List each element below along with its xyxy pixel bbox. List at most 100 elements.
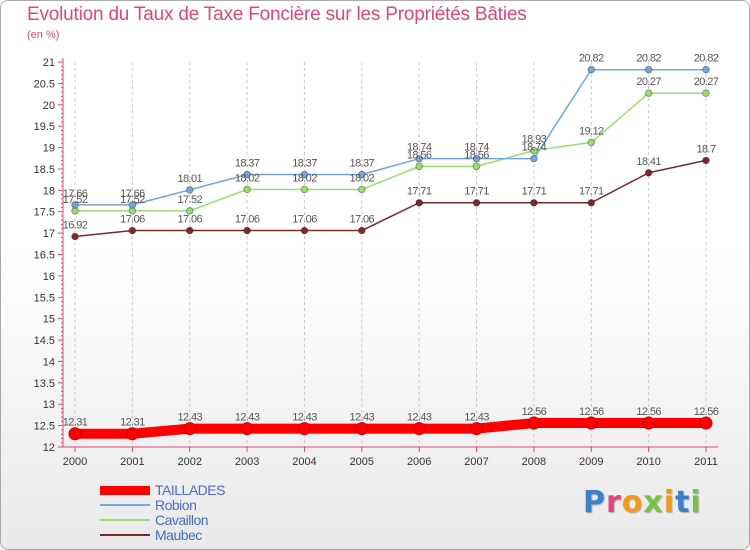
y-tick-label: 16.5 (34, 250, 55, 262)
data-point-taillades (584, 416, 598, 430)
data-label-maubec: 17.06 (350, 214, 375, 226)
data-point-cavaillon (243, 185, 251, 194)
x-tick-label: 2007 (464, 456, 488, 468)
data-label-cavaillon: 17.52 (177, 194, 202, 206)
data-label-taillades: 12.43 (350, 412, 375, 424)
legend-label: Cavaillon (155, 512, 209, 528)
data-label-maubec: 18.41 (636, 156, 661, 168)
data-label-cavaillon: 17.52 (120, 194, 145, 206)
data-label-maubec: 16.92 (63, 220, 88, 232)
series-line-cavaillon (75, 92, 706, 212)
data-point-robion (415, 154, 423, 163)
data-label-cavaillon: 18.56 (464, 149, 489, 161)
data-point-maubec (587, 198, 596, 207)
data-point-robion (358, 170, 366, 179)
data-point-maubec (128, 226, 137, 235)
data-label-maubec: 17.06 (235, 214, 260, 226)
y-tick-label: 20.5 (34, 78, 55, 90)
x-tick-label: 2006 (407, 456, 431, 468)
data-label-cavaillon: 18.02 (350, 172, 375, 184)
data-point-cavaillon (185, 207, 194, 215)
data-point-robion (128, 201, 137, 209)
y-tick-label: 12 (43, 442, 55, 454)
data-label-maubec: 17.71 (579, 186, 604, 198)
data-point-maubec (71, 232, 79, 241)
data-point-maubec (472, 198, 481, 207)
data-label-cavaillon: 18.02 (235, 172, 260, 184)
data-label-robion: 18.37 (292, 158, 317, 170)
data-label-maubec: 18.7 (696, 143, 715, 155)
data-point-cavaillon (644, 89, 653, 98)
data-point-cavaillon (472, 162, 481, 171)
data-point-robion (530, 154, 538, 163)
y-tick-label: 20 (43, 100, 55, 112)
data-point-taillades (642, 416, 656, 430)
data-point-cavaillon (587, 138, 596, 147)
data-point-maubec (644, 168, 653, 177)
data-label-taillades: 12.31 (120, 417, 145, 429)
data-label-robion: 20.82 (579, 53, 604, 65)
data-label-robion: 18.74 (407, 142, 432, 154)
data-label-maubec: 17.06 (120, 214, 145, 226)
legend-label: TAILLADES (155, 482, 225, 498)
data-point-robion (300, 170, 309, 179)
y-tick-label: 18 (43, 185, 55, 197)
x-tick-label: 2008 (522, 456, 546, 468)
data-point-robion (472, 154, 481, 163)
y-tick-label: 19 (43, 143, 55, 155)
data-label-robion: 20.82 (694, 53, 719, 65)
data-label-cavaillon: 20.27 (636, 76, 661, 88)
data-label-cavaillon: 17.52 (63, 194, 88, 206)
data-point-maubec (358, 226, 366, 235)
data-point-robion (71, 201, 79, 209)
data-label-robion: 18.37 (350, 158, 375, 170)
legend-label: Maubec (155, 527, 202, 543)
series-line-robion (75, 68, 706, 206)
data-point-maubec (530, 198, 538, 207)
data-point-taillades (125, 427, 139, 441)
data-label-maubec: 17.06 (292, 214, 317, 226)
data-label-taillades: 12.43 (407, 412, 432, 424)
x-tick-label: 2005 (350, 456, 374, 468)
y-tick-label: 12.5 (34, 421, 55, 433)
unit-label: (en %) (27, 29, 60, 41)
data-label-cavaillon: 19.12 (579, 125, 604, 137)
data-point-taillades (183, 422, 197, 436)
proxiti-logo: Proxiti (583, 485, 702, 520)
data-label-maubec: 17.71 (522, 186, 547, 198)
data-label-maubec: 17.71 (407, 186, 432, 198)
data-point-maubec (300, 226, 309, 235)
data-point-robion (587, 65, 596, 74)
data-point-taillades (68, 427, 82, 441)
y-tick-label: 14.5 (34, 335, 55, 347)
x-tick-label: 2002 (177, 456, 201, 468)
data-label-robion: 17.66 (120, 188, 145, 200)
data-label-cavaillon: 20.27 (694, 76, 719, 88)
data-point-taillades (527, 416, 541, 430)
y-tick-label: 13 (43, 399, 55, 411)
data-point-taillades (240, 422, 254, 436)
data-label-robion: 18.01 (177, 173, 202, 185)
data-point-cavaillon (358, 185, 366, 194)
legend-swatch (100, 519, 150, 521)
x-tick-label: 2004 (292, 456, 316, 468)
data-point-maubec (702, 156, 710, 165)
legend-label: Robion (155, 497, 197, 513)
data-point-cavaillon (702, 89, 710, 98)
data-point-maubec (415, 198, 423, 207)
data-label-taillades: 12.56 (694, 406, 719, 418)
y-tick-label: 14 (43, 356, 55, 368)
legend-swatch (100, 485, 150, 495)
data-label-taillades: 12.56 (636, 406, 661, 418)
x-tick-label: 2001 (120, 456, 144, 468)
series-line-taillades (75, 418, 706, 439)
data-point-taillades (297, 422, 311, 436)
y-tick-label: 19.5 (34, 121, 55, 133)
data-label-taillades: 12.43 (235, 412, 260, 424)
y-tick-label: 17.5 (34, 207, 55, 219)
x-tick-label: 2010 (636, 456, 660, 468)
data-label-cavaillon: 18.93 (522, 134, 547, 146)
data-label-maubec: 17.06 (177, 214, 202, 226)
